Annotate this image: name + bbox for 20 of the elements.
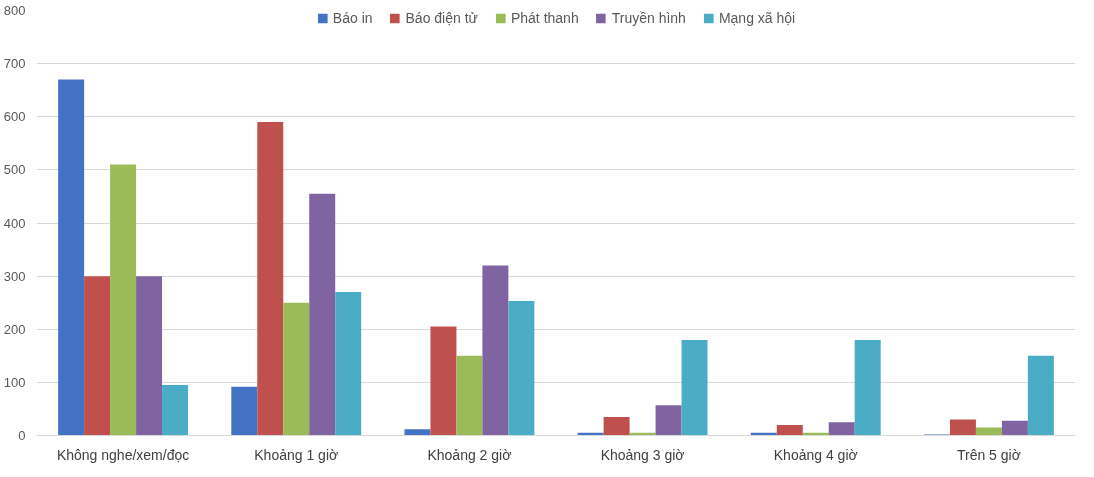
y-tick-label: 200: [3, 321, 26, 337]
x-tick-label: Khoảng 4 giờ: [773, 446, 858, 463]
x-tick-label: Khoảng 2 giờ: [427, 446, 512, 463]
legend-label: Mạng xã hội: [718, 10, 796, 26]
legend-label: Báo in: [332, 10, 373, 26]
y-tick-label: 400: [3, 215, 26, 231]
x-tick-label: Trên 5 giờ: [956, 446, 1021, 463]
y-tick-label: 0: [18, 428, 26, 443]
y-tick-label: 800: [3, 3, 26, 18]
y-tick-label: 100: [3, 374, 26, 390]
legend-label: Phát thanh: [510, 10, 579, 26]
x-tick-label: Không nghe/xem/đọc: [56, 446, 190, 463]
x-tick-label: Khoảng 1 giờ: [254, 446, 339, 463]
y-tick-label: 500: [3, 162, 26, 178]
y-tick-label: 700: [3, 56, 26, 72]
x-tick-label: Khoảng 3 giờ: [600, 446, 685, 463]
y-tick-label: 600: [3, 109, 26, 125]
legend-label: Báo điện tử: [405, 10, 478, 26]
legend-label: Truyền hình: [611, 10, 686, 26]
y-tick-label: 300: [3, 268, 26, 284]
